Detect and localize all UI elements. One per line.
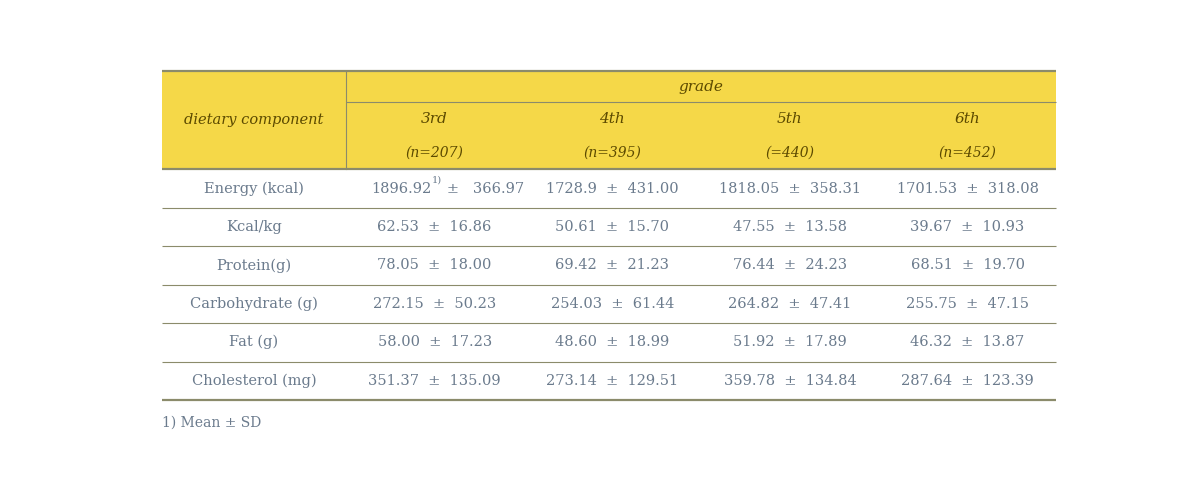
Text: (=440): (=440) [765, 146, 815, 160]
Text: dietary component: dietary component [184, 113, 324, 127]
Text: Cholesterol (mg): Cholesterol (mg) [192, 374, 317, 388]
Text: grade: grade [678, 80, 723, 94]
Text: 50.61  ±  15.70: 50.61 ± 15.70 [555, 220, 669, 234]
Text: 48.60  ±  18.99: 48.60 ± 18.99 [555, 335, 669, 349]
Text: 272.15  ±  50.23: 272.15 ± 50.23 [374, 297, 496, 311]
Text: Carbohydrate (g): Carbohydrate (g) [190, 297, 318, 311]
Text: 1701.53  ±  318.08: 1701.53 ± 318.08 [897, 182, 1039, 196]
Text: 6th: 6th [955, 112, 981, 126]
Text: (n=395): (n=395) [584, 146, 642, 160]
Text: 76.44  ±  24.23: 76.44 ± 24.23 [733, 258, 847, 272]
Text: 51.92  ±  17.89: 51.92 ± 17.89 [733, 335, 847, 349]
Text: (n=207): (n=207) [406, 146, 464, 160]
Text: 1728.9  ±  431.00: 1728.9 ± 431.00 [546, 182, 678, 196]
Text: 62.53  ±  16.86: 62.53 ± 16.86 [377, 220, 492, 234]
Text: (n=452): (n=452) [938, 146, 996, 160]
Text: 39.67  ±  10.93: 39.67 ± 10.93 [911, 220, 1025, 234]
Text: 351.37  ±  135.09: 351.37 ± 135.09 [369, 374, 500, 388]
Text: 68.51  ±  19.70: 68.51 ± 19.70 [911, 258, 1025, 272]
Text: 3rd: 3rd [421, 112, 448, 126]
Text: 47.55  ±  13.58: 47.55 ± 13.58 [733, 220, 847, 234]
Text: 264.82  ±  47.41: 264.82 ± 47.41 [728, 297, 852, 311]
Text: 359.78  ±  134.84: 359.78 ± 134.84 [723, 374, 856, 388]
Bar [162, 71, 1057, 169]
Text: 287.64  ±  123.39: 287.64 ± 123.39 [901, 374, 1034, 388]
Text: Kcal/kg: Kcal/kg [227, 220, 282, 234]
Text: ±   366.97: ± 366.97 [433, 182, 524, 196]
Text: 1896.92: 1896.92 [371, 182, 432, 196]
Text: 254.03  ±  61.44: 254.03 ± 61.44 [550, 297, 674, 311]
Text: 1818.05  ±  358.31: 1818.05 ± 358.31 [719, 182, 861, 196]
Text: 4th: 4th [599, 112, 625, 126]
Text: 1): 1) [432, 176, 442, 185]
Text: 46.32  ±  13.87: 46.32 ± 13.87 [911, 335, 1025, 349]
Text: 78.05  ±  18.00: 78.05 ± 18.00 [377, 258, 492, 272]
Text: 273.14  ±  129.51: 273.14 ± 129.51 [547, 374, 678, 388]
Text: 58.00  ±  17.23: 58.00 ± 17.23 [377, 335, 492, 349]
Text: 1) Mean ± SD: 1) Mean ± SD [162, 416, 261, 430]
Text: 255.75  ±  47.15: 255.75 ± 47.15 [906, 297, 1029, 311]
Text: Fat (g): Fat (g) [229, 335, 279, 349]
Text: Protein(g): Protein(g) [216, 258, 292, 272]
Text: 5th: 5th [777, 112, 803, 126]
Text: 69.42  ±  21.23: 69.42 ± 21.23 [555, 258, 669, 272]
Text: Energy (kcal): Energy (kcal) [204, 182, 304, 196]
